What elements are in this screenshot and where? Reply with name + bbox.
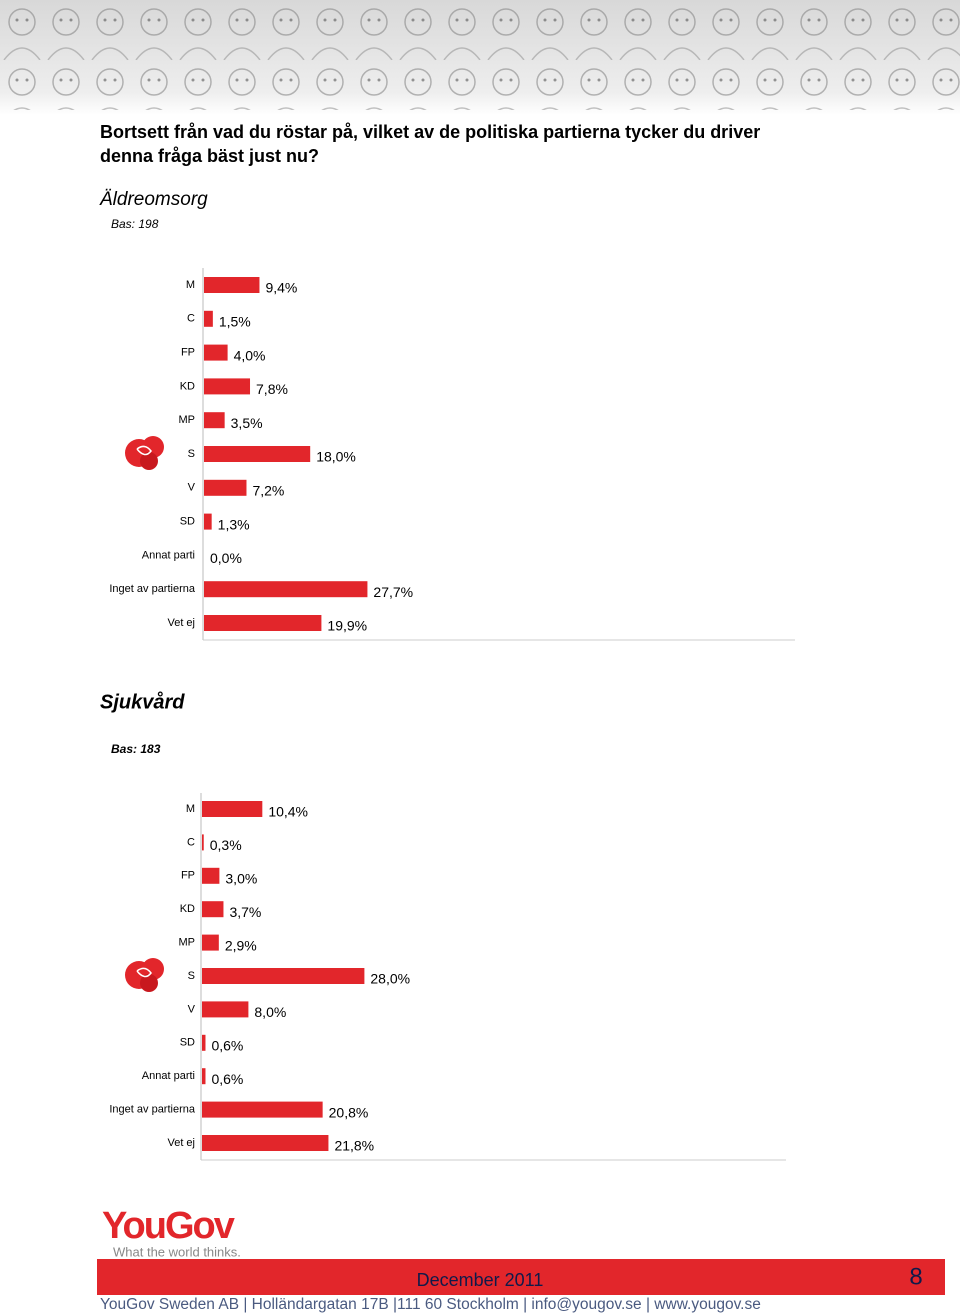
value-label: 3,7% [229, 904, 261, 920]
value-label: 8,0% [254, 1004, 286, 1020]
bar [202, 1101, 323, 1118]
bar [202, 901, 224, 918]
chart-subtitle: Bas: 183 [111, 742, 161, 756]
bar [202, 968, 365, 984]
value-label: 9,4% [265, 280, 297, 296]
footer-address: YouGov Sweden AB | Holländargatan 17B |1… [100, 1296, 761, 1313]
bar [204, 581, 368, 598]
bar [204, 615, 322, 631]
page-number: 8 [909, 1263, 922, 1290]
value-label: 0,6% [211, 1071, 243, 1087]
category-label: FP [181, 870, 195, 882]
value-label: 3,5% [231, 415, 263, 431]
chart-subtitle: Bas: 198 [111, 217, 159, 231]
bar [202, 1135, 329, 1151]
category-label: SD [180, 516, 195, 528]
value-label: 27,7% [373, 584, 413, 600]
value-label: 21,8% [334, 1138, 374, 1154]
party-logo [136, 445, 152, 456]
bar [202, 1034, 206, 1051]
chart-title: Äldreomsorg [99, 189, 208, 210]
bar [204, 479, 247, 496]
question-line: Bortsett från vad du röstar på, vilket a… [100, 122, 760, 142]
header-crowd [0, 0, 960, 110]
question-line: denna fråga bäst just nu? [100, 146, 319, 166]
category-label: MP [179, 414, 196, 426]
value-label: 1,5% [219, 314, 251, 330]
category-label: Annat parti [142, 549, 195, 561]
value-label: 0,3% [210, 837, 242, 853]
category-label: Annat parti [142, 1070, 195, 1082]
category-label: SD [180, 1037, 195, 1049]
party-logo [140, 452, 158, 470]
value-label: 7,2% [252, 483, 284, 499]
bar [202, 934, 219, 951]
category-label: FP [181, 347, 195, 359]
bar [202, 834, 204, 851]
value-label: 19,9% [327, 618, 367, 634]
bar [202, 1068, 206, 1085]
value-label: 7,8% [256, 381, 288, 397]
charts: Äldreomsorg Bas: 198 M 9,4% C 1,5% FP 4,0% KD 7,8… [99, 189, 795, 1161]
value-label: 20,8% [329, 1104, 369, 1120]
category-label: Inget av partierna [109, 1104, 195, 1116]
bar [204, 446, 311, 462]
value-label: 3,0% [225, 871, 257, 887]
bar [204, 513, 212, 530]
bar [204, 412, 225, 429]
category-label: S [188, 448, 195, 460]
chart-title: Sjukvård [100, 690, 185, 713]
bar [202, 801, 263, 817]
bar [204, 310, 213, 327]
category-label: V [188, 482, 196, 494]
value-label: 2,9% [225, 937, 257, 953]
category-label: Vet ej [167, 1137, 195, 1149]
value-label: 18,0% [316, 449, 356, 465]
category-label: S [188, 970, 195, 982]
yougov-logo: YouGov What the world thinks. [102, 1205, 241, 1259]
bar [204, 344, 228, 361]
value-label: 1,3% [218, 516, 250, 532]
category-label: V [188, 1003, 196, 1015]
party-logo [136, 967, 152, 978]
category-label: MP [179, 937, 196, 949]
logo-name: YouGov [102, 1205, 235, 1247]
bar [202, 1001, 249, 1018]
footer-date: December 2011 [417, 1270, 544, 1290]
footer-bar [97, 1259, 945, 1295]
category-label: KD [180, 380, 195, 392]
bar [204, 378, 251, 395]
party-logo [140, 974, 158, 992]
value-label: 10,4% [268, 804, 308, 820]
value-label: 0,6% [211, 1038, 243, 1054]
category-label: Vet ej [167, 617, 195, 629]
category-label: M [186, 803, 195, 815]
value-label: 0,0% [210, 550, 242, 566]
category-label: C [187, 313, 195, 325]
category-label: M [186, 279, 195, 291]
logo-tagline: What the world thinks. [113, 1244, 241, 1259]
category-label: KD [180, 903, 195, 915]
value-label: 28,0% [370, 971, 410, 987]
bar [204, 277, 260, 293]
value-label: 4,0% [234, 347, 266, 363]
category-label: Inget av partierna [109, 583, 195, 595]
category-label: C [187, 836, 195, 848]
bar [202, 867, 220, 884]
